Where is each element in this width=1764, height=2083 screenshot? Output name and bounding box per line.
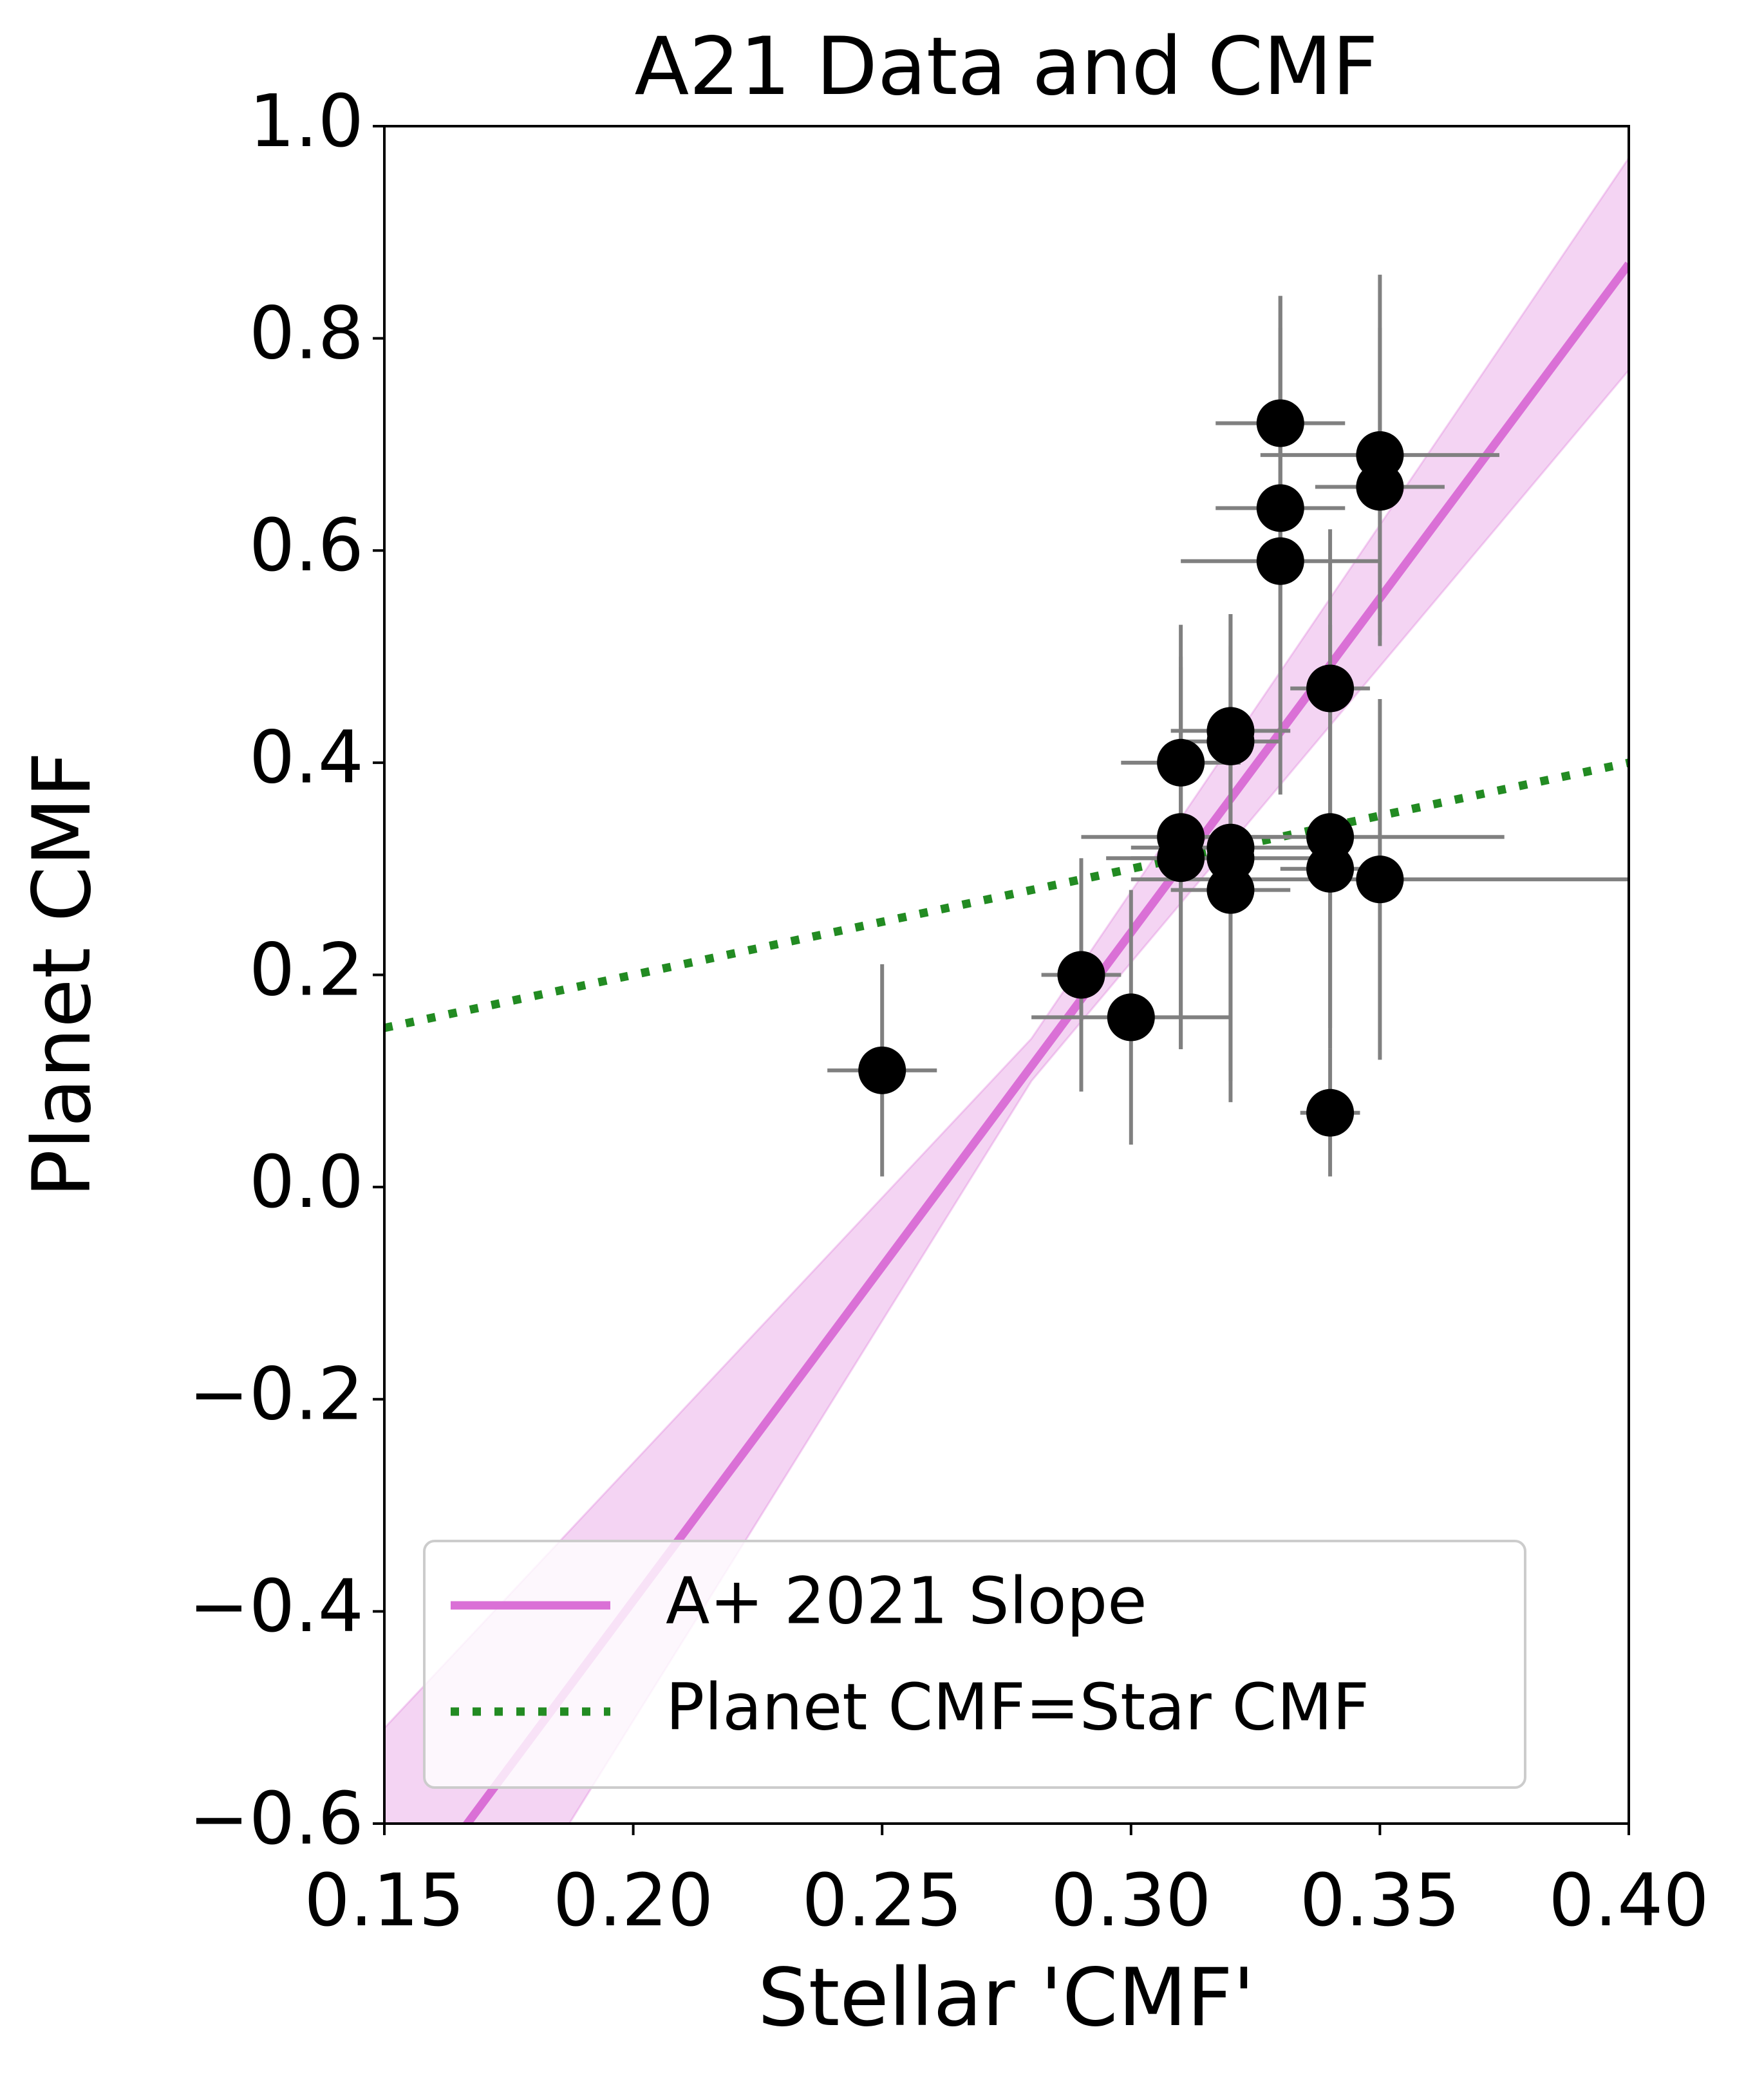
legend-label: A+ 2021 Slope [666, 1563, 1147, 1638]
x-tick-label: 0.30 [1051, 1859, 1211, 1943]
data-point [1306, 1088, 1355, 1137]
data-point [1306, 845, 1355, 893]
y-tick-label: 1.0 [249, 80, 364, 163]
data-point [1356, 855, 1404, 904]
y-tick-label: 0.2 [249, 928, 364, 1012]
chart-title: A21 Data and CMF [634, 21, 1378, 113]
y-tick-label: −0.4 [189, 1565, 364, 1649]
x-tick-label: 0.20 [553, 1859, 713, 1943]
data-point [1306, 664, 1355, 713]
axes: 0.15 0.20 0.25 0.30 0.35 0.40 −0.6 −0.4 −0.2 0.0 0… [189, 80, 1709, 1943]
x-tick-label: 0.15 [304, 1859, 464, 1943]
data-point [1157, 834, 1205, 883]
data-point [1107, 993, 1155, 1042]
y-tick-label: 0.0 [249, 1141, 364, 1224]
y-tick-label: 0.4 [249, 716, 364, 800]
series-line [384, 758, 1629, 1032]
y-tick-label: −0.2 [189, 1353, 364, 1437]
data-point [858, 1046, 906, 1094]
x-tick-label: 0.35 [1300, 1859, 1460, 1943]
y-tick-label: −0.6 [189, 1777, 364, 1861]
data-point [1057, 951, 1105, 999]
data-point [1256, 399, 1304, 447]
x-axis-label: Stellar 'CMF' [758, 1952, 1255, 2044]
y-tick-label: 0.8 [249, 292, 364, 375]
y-tick-label: 0.6 [249, 504, 364, 588]
confidence-band [384, 156, 1629, 1824]
data-point [1157, 738, 1205, 787]
legend-label: Planet CMF=Star CMF [666, 1669, 1369, 1744]
y-axis-label: Planet CMF [16, 751, 109, 1197]
data-point [1256, 537, 1304, 585]
legend-box [423, 1540, 1526, 1789]
data-point [1206, 717, 1255, 765]
plot-area [384, 156, 1629, 1824]
x-tick-label: 0.40 [1548, 1859, 1709, 1943]
legend: A+ 2021 Slope Planet CMF=Star CMF [423, 1540, 1526, 1789]
data-point [1206, 866, 1255, 914]
data-point [1356, 463, 1404, 511]
x-tick-label: 0.25 [802, 1859, 962, 1943]
data-point [1256, 484, 1304, 532]
plot-frame [383, 125, 1630, 1825]
